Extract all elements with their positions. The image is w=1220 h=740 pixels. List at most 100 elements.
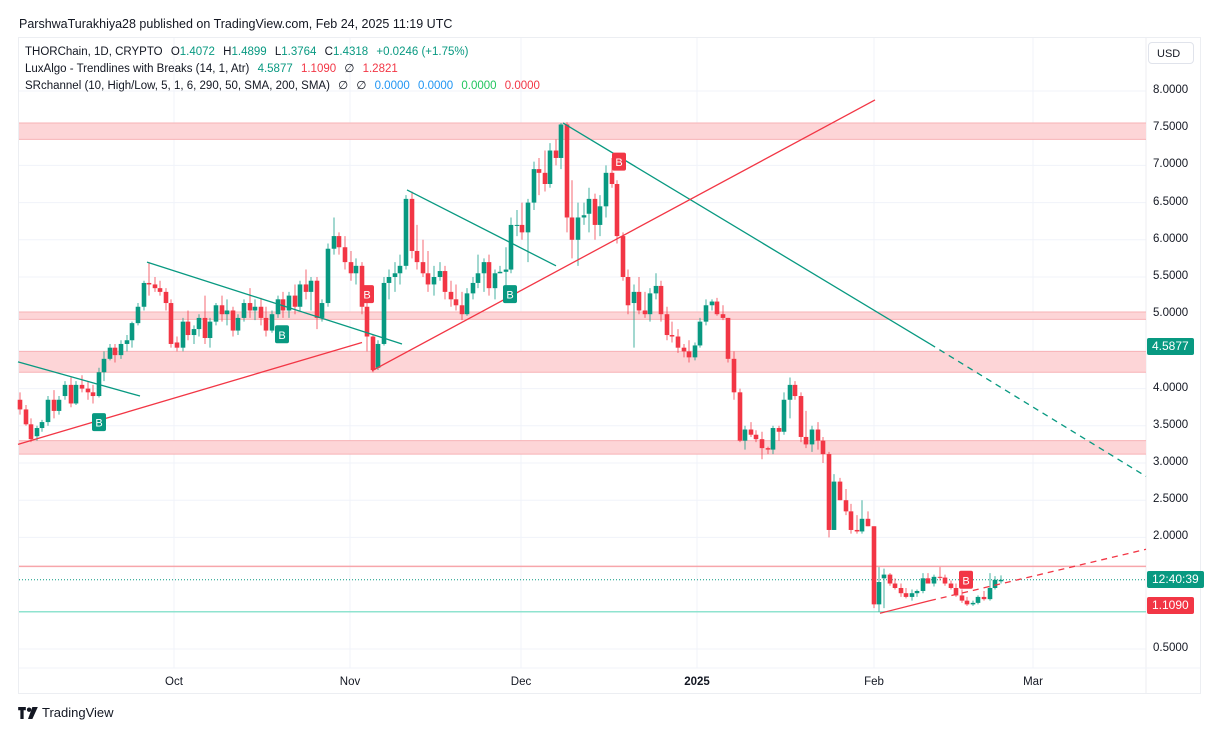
- candle-body: [592, 198, 598, 225]
- candle-body: [331, 236, 337, 249]
- candle-body: [737, 392, 743, 441]
- candle-body: [742, 429, 748, 441]
- candle-body: [837, 481, 843, 501]
- tradingview-logo[interactable]: TradingView: [18, 705, 114, 720]
- candle-body: [714, 301, 720, 315]
- candle-body: [992, 579, 998, 588]
- candle-body: [470, 282, 476, 294]
- candle-body: [464, 293, 470, 315]
- candle-body: [152, 284, 158, 289]
- candle-body: [381, 282, 387, 344]
- symbol-label: THORChain, 1D, CRYPTO: [25, 46, 163, 58]
- candle-body: [620, 236, 626, 277]
- break-signal-badge[interactable]: B: [612, 152, 626, 171]
- close-value: 1.4318: [332, 46, 369, 58]
- currency-button[interactable]: USD: [1148, 42, 1194, 64]
- candle-body: [353, 265, 359, 274]
- candle-body: [776, 428, 782, 432]
- candle-body: [514, 224, 520, 226]
- candle-body: [348, 262, 354, 274]
- candle-body: [948, 583, 954, 588]
- legend-symbol-row[interactable]: THORChain, 1D, CRYPTO O1.4072 H1.4899 L1…: [25, 46, 469, 58]
- candle-body: [603, 172, 609, 207]
- candle-body: [185, 321, 191, 336]
- candle-body: [174, 342, 180, 348]
- candle-body: [914, 590, 920, 594]
- svg-text:B: B: [506, 290, 513, 302]
- svg-text:B: B: [962, 575, 969, 587]
- candle-body: [798, 396, 804, 437]
- candle-body: [235, 317, 241, 331]
- candle-body: [486, 262, 492, 289]
- candle-body: [314, 280, 320, 318]
- break-signal-badge[interactable]: B: [275, 325, 289, 344]
- candle-body: [224, 310, 230, 315]
- candle-body: [564, 124, 570, 218]
- candle-body: [269, 314, 275, 331]
- candle-body: [202, 317, 208, 339]
- candle-body: [753, 434, 759, 440]
- candle-body: [414, 250, 420, 263]
- candle-body: [386, 277, 392, 283]
- candle-body: [397, 265, 403, 274]
- candle-body: [364, 306, 370, 337]
- candle-body: [614, 184, 620, 237]
- candle-body: [892, 583, 898, 588]
- candle-body: [647, 293, 653, 315]
- candle-body: [146, 282, 152, 285]
- candle-body: [180, 321, 186, 348]
- candle-body: [73, 384, 79, 404]
- uptrend-line: [929, 548, 1147, 602]
- candle-body: [68, 384, 74, 404]
- downtrend-line: [406, 189, 557, 267]
- candle-body: [586, 198, 592, 214]
- candle-body: [686, 351, 692, 358]
- break-signal-badge[interactable]: B: [503, 285, 517, 304]
- candle-body: [871, 526, 877, 605]
- candle-body: [230, 310, 236, 331]
- break-signal-badge[interactable]: B: [92, 413, 106, 432]
- candle-body: [937, 576, 943, 578]
- publish-line: ParshwaTurakhiya28 published on TradingV…: [19, 17, 453, 31]
- candle-body: [787, 384, 793, 400]
- candle-body: [519, 224, 525, 233]
- candle-body: [420, 262, 426, 274]
- price-tick-label: 3.5000: [1153, 418, 1189, 431]
- candle-body: [157, 288, 163, 292]
- candle-body: [342, 247, 348, 263]
- candle-body: [876, 582, 882, 605]
- candle-body: [658, 285, 664, 315]
- candle-body: [403, 198, 409, 266]
- candle-body: [531, 169, 537, 203]
- candle-body: [664, 314, 670, 336]
- uptrend-line: [17, 341, 363, 446]
- candle-body: [23, 409, 29, 425]
- candle-body: [675, 336, 681, 348]
- candle-body: [770, 428, 776, 450]
- break-signal-badge[interactable]: B: [959, 570, 973, 589]
- candle-body: [881, 574, 887, 579]
- candle-body: [39, 422, 45, 429]
- candle-body: [107, 347, 113, 359]
- lower-trendline-price-tag: 1.1090: [1147, 597, 1194, 614]
- legend-indicator-srchannel[interactable]: SRchannel (10, High/Low, 5, 1, 6, 290, 5…: [25, 80, 540, 92]
- candle-body: [45, 399, 51, 423]
- candle-body: [597, 206, 603, 225]
- tradingview-logo-icon: [18, 706, 38, 719]
- sr-band: [19, 351, 1146, 373]
- candle-body: [820, 440, 826, 455]
- candle-body: [481, 262, 487, 274]
- candle-body: [51, 399, 57, 411]
- uptrend-line: [879, 600, 931, 614]
- price-tick-label: 2.5000: [1153, 493, 1189, 506]
- brand-text: TradingView: [42, 705, 114, 720]
- downtrend-line: [929, 343, 1147, 477]
- candle-body: [581, 215, 587, 218]
- break-signal-badge[interactable]: B: [360, 285, 374, 304]
- candle-body: [62, 384, 68, 397]
- price-tick-label: 2.0000: [1153, 530, 1189, 543]
- candle-body: [903, 593, 909, 597]
- candle-body: [536, 169, 542, 173]
- legend-indicator-trendlines[interactable]: LuxAlgo - Trendlines with Breaks (14, 1,…: [25, 63, 398, 75]
